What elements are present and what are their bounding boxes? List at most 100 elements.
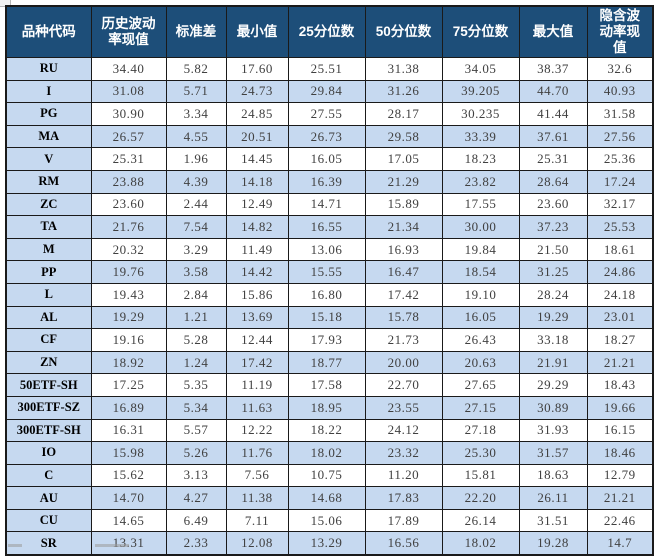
table-cell: 19.43 (90, 282, 167, 307)
table-cell: 25.36 (586, 147, 654, 171)
table-row: C 15.62 3.13 7.56 10.75 11.20 15.81 18.63 12.79 (5, 463, 654, 488)
table-cell: 30.235 (441, 102, 520, 126)
table-cell: 31.08 (90, 79, 167, 104)
table-cell: 18.02 (287, 441, 366, 465)
table-cell: 4.39 (165, 169, 227, 194)
table-body: RU 34.40 5.82 17.60 25.51 31.38 34.05 38.37 32.6… (5, 57, 654, 556)
table-cell: 20.00 (364, 350, 443, 375)
table-row: ZC 23.60 2.44 12.49 14.71 15.89 17.55 23.60 32.1… (5, 192, 654, 217)
table-cell: 27.55 (287, 102, 366, 126)
table-cell: 21.91 (518, 350, 588, 375)
table-cell: 16.55 (287, 215, 366, 239)
table-cell: 12.44 (225, 328, 289, 352)
table-cell: 39.205 (441, 79, 520, 104)
table-cell: 14.82 (225, 215, 289, 239)
table-cell: 15.98 (90, 441, 167, 465)
table-cell: 21.50 (518, 237, 588, 262)
table-row: TA 21.76 7.54 14.82 16.55 21.34 30.00 37.23 25.5… (5, 215, 654, 239)
table-cell: 19.84 (441, 237, 520, 262)
table-cell: 18.92 (90, 350, 167, 375)
table-cell: 18.23 (441, 147, 520, 171)
table-cell: 22.46 (586, 508, 654, 533)
table-cell: 16.15 (586, 418, 654, 443)
table-cell: 20.32 (90, 237, 167, 262)
row-label: CF (5, 328, 92, 352)
table-cell: 14.7 (586, 531, 654, 556)
table-cell: 7.11 (225, 508, 289, 533)
table-cell: 21.76 (90, 215, 167, 239)
table-cell: 15.06 (287, 508, 366, 533)
table-cell: 30.00 (441, 215, 520, 239)
table-cell: 5.34 (165, 395, 227, 420)
table-cell: 31.93 (518, 418, 588, 443)
table-cell: 13.06 (287, 237, 366, 262)
row-label: TA (5, 215, 92, 239)
table-cell: 16.47 (364, 260, 443, 284)
table-header-row: 品种代码 历史波动率现值 标准差 最小值 25分位数 50分位数 75分位数 最大值 隐含波动率… (5, 5, 654, 58)
table-row: 300ETF-SH 16.31 5.57 12.22 18.22 24.12 27.18 31… (5, 418, 654, 443)
table-cell: 26.11 (518, 486, 588, 510)
table-cell: 31.25 (518, 260, 588, 284)
table-cell: 17.60 (225, 57, 289, 81)
table-cell: 23.88 (90, 169, 167, 194)
table-cell: 1.96 (165, 147, 227, 171)
table-cell: 17.55 (441, 192, 520, 217)
table-cell: 13.69 (225, 305, 289, 330)
table-cell: 5.26 (165, 441, 227, 465)
table-cell: 11.49 (225, 237, 289, 262)
table-row: L 19.43 2.84 15.86 16.80 17.42 19.10 28.24 24.18 (5, 282, 654, 307)
column-header-9: 隐含波动率现值 (586, 5, 654, 58)
table-cell: 25.53 (586, 215, 654, 239)
table-cell: 16.80 (287, 282, 366, 307)
table-cell: 24.73 (225, 79, 289, 104)
table-cell: 18.22 (287, 418, 366, 443)
table-header: 品种代码 历史波动率现值 标准差 最小值 25分位数 50分位数 75分位数 最大值 隐含波动率… (5, 5, 654, 58)
table-cell: 12.22 (225, 418, 289, 443)
table-cell: 7.54 (165, 215, 227, 239)
table-cell: 3.58 (165, 260, 227, 284)
table-cell: 14.68 (287, 486, 366, 510)
row-label: 300ETF-SH (5, 418, 92, 443)
table-cell: 37.61 (518, 124, 588, 149)
row-label: V (5, 147, 92, 171)
table-cell: 23.32 (364, 441, 443, 465)
table-cell: 14.70 (90, 486, 167, 510)
row-label: RM (5, 169, 92, 194)
table-cell: 10.75 (287, 463, 366, 488)
table-cell: 27.65 (441, 373, 520, 397)
table-cell: 28.64 (518, 169, 588, 194)
table-row: 300ETF-SZ 16.89 5.34 11.63 18.95 23.55 27.15 30… (5, 395, 654, 420)
table-cell: 16.89 (90, 395, 167, 420)
table-cell: 21.21 (586, 350, 654, 375)
table-row: AU 14.70 4.27 11.38 14.68 17.83 22.20 26.11 21.2… (5, 486, 654, 510)
row-label: PG (5, 102, 92, 126)
table-cell: 5.28 (165, 328, 227, 352)
table-cell: 17.42 (225, 350, 289, 375)
column-header-2: 历史波动率现值 (90, 5, 167, 58)
row-label: 50ETF-SH (5, 373, 92, 397)
table-row: IO 15.98 5.26 11.76 18.02 23.32 25.30 31.57 18.4… (5, 441, 654, 465)
table-cell: 30.89 (518, 395, 588, 420)
table-cell: 18.95 (287, 395, 366, 420)
table-cell: 11.20 (364, 463, 443, 488)
row-label: ZC (5, 192, 92, 217)
table-cell: 24.12 (364, 418, 443, 443)
table-cell: 3.13 (165, 463, 227, 488)
table-cell: 17.25 (90, 373, 167, 397)
table-cell: 21.73 (364, 328, 443, 352)
table-cell: 32.6 (586, 57, 654, 81)
table-cell: 27.56 (586, 124, 654, 149)
table-cell: 32.17 (586, 192, 654, 217)
table-cell: 31.26 (364, 79, 443, 104)
table-cell: 17.83 (364, 486, 443, 510)
table-cell: 28.17 (364, 102, 443, 126)
table-cell: 19.66 (586, 395, 654, 420)
table-cell: 4.27 (165, 486, 227, 510)
row-label: RU (5, 57, 92, 81)
table-cell: 25.51 (287, 57, 366, 81)
table-cell: 18.27 (586, 328, 654, 352)
table-cell: 11.76 (225, 441, 289, 465)
table-row: RM 23.88 4.39 14.18 16.39 21.29 23.82 28.64 17.2… (5, 169, 654, 194)
table-cell: 14.42 (225, 260, 289, 284)
table-cell: 3.34 (165, 102, 227, 126)
